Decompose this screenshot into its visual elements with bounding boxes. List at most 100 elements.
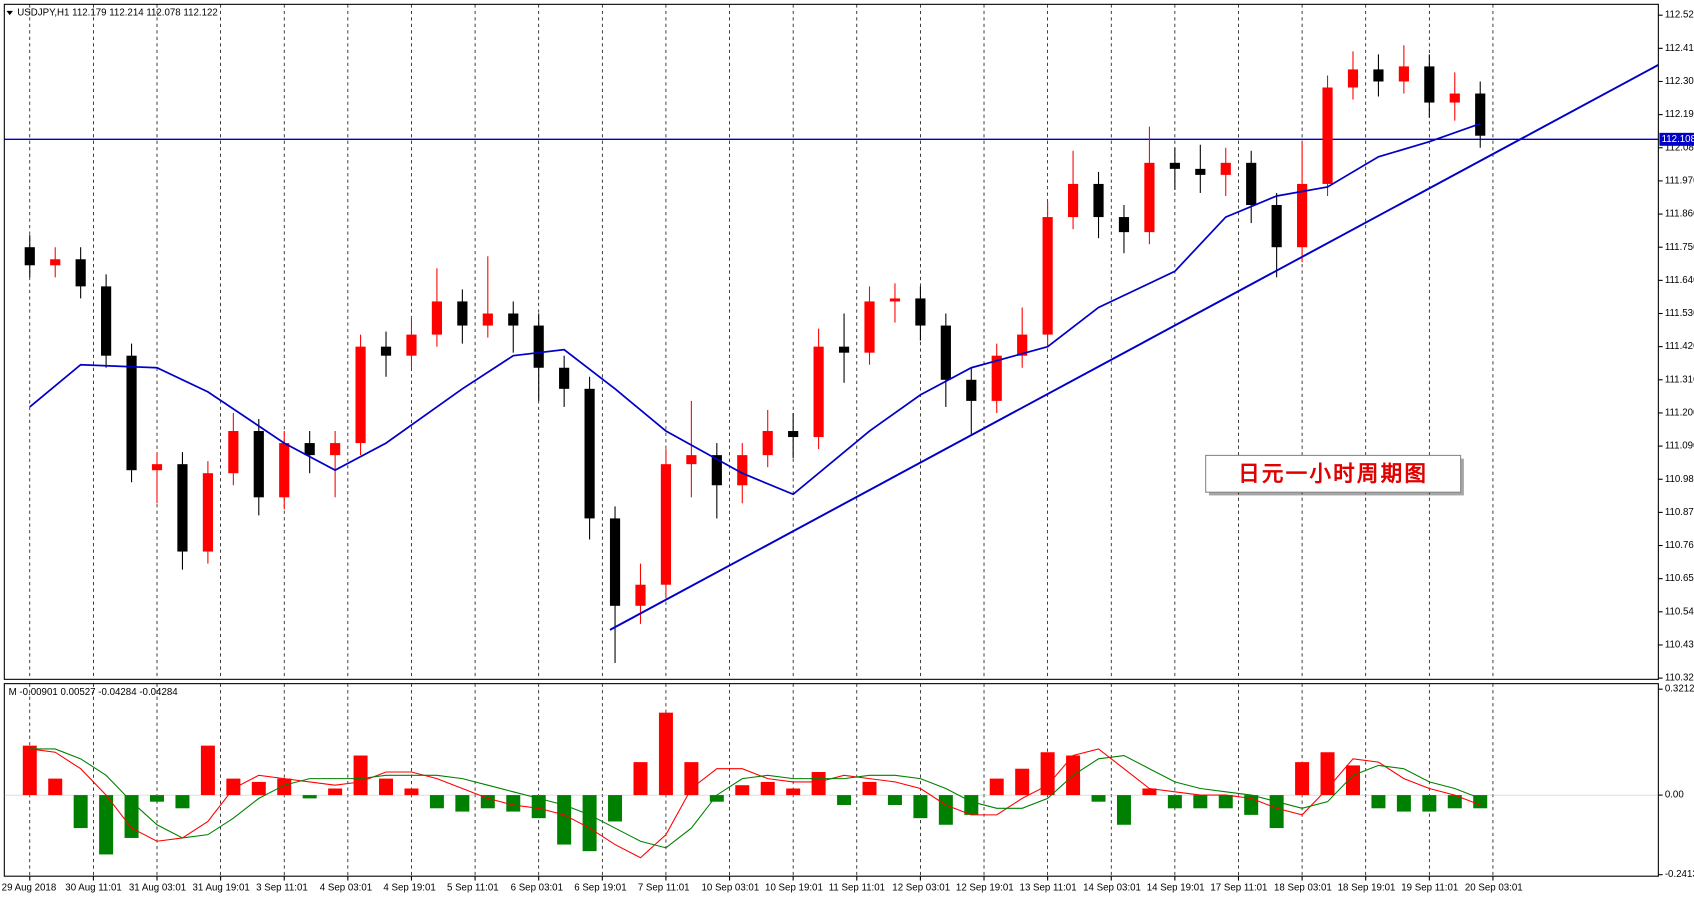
x-tick-label: 12 Sep 19:01 (956, 883, 1014, 894)
axes: 112.520 112.410 112.300 112.190 112.080 111.9… (2, 10, 1694, 894)
histogram-bar (1218, 795, 1233, 809)
histogram-bar (786, 788, 801, 796)
candle-body (1424, 66, 1435, 103)
candle-body (1017, 334, 1028, 356)
candle-body (457, 301, 468, 326)
histogram-bar (480, 795, 495, 809)
histogram-bar (557, 795, 572, 845)
x-tick-label: 18 Sep 19:01 (1338, 883, 1396, 894)
x-tick-label: 29 Aug 2018 (2, 883, 57, 894)
histogram-bar (506, 795, 521, 812)
histogram-bar (913, 795, 928, 819)
candle-body (380, 346, 392, 356)
histogram-bar (887, 795, 902, 805)
histogram-bar (1396, 795, 1411, 812)
histogram-bar (1167, 795, 1182, 809)
histogram-bar (1473, 795, 1488, 809)
x-tick-label: 17 Sep 11:01 (1210, 883, 1267, 894)
histogram-bar (251, 781, 266, 796)
y-tick-label: 111.310 (1665, 374, 1694, 385)
candle-body (355, 346, 366, 444)
y-tick-label: 110.650 (1665, 573, 1694, 584)
candle-body (991, 355, 1002, 401)
x-tick-label: 10 Sep 19:01 (765, 883, 823, 894)
candle-body (253, 431, 264, 498)
histogram-bar (633, 762, 648, 796)
candle-body (762, 431, 773, 456)
candle-body (202, 473, 213, 552)
indicator-plot (4, 683, 1659, 877)
chart-title: USDJPY,H1 112.179 112.214 112.078 112.12… (17, 8, 218, 19)
y-tick-label: 110.430 (1665, 640, 1694, 651)
candle-body (1067, 183, 1079, 218)
histogram-bar (150, 795, 164, 802)
histogram-bar (73, 795, 88, 829)
y-tick-label: 110.320 (1665, 673, 1694, 684)
candle-body (838, 346, 850, 353)
y-tick-label: 112.190 (1665, 109, 1694, 120)
x-tick-label: 10 Sep 03:01 (701, 883, 759, 894)
histogram-bar (1269, 795, 1284, 829)
y-tick-label: 111.750 (1665, 242, 1694, 253)
indicator-panel-frame (3, 683, 1659, 877)
histogram-bar (709, 795, 724, 802)
histogram-bar (379, 778, 394, 796)
candle-body (660, 464, 672, 585)
candle-body (406, 334, 417, 356)
candle-body (126, 355, 137, 471)
histogram-bar (1447, 795, 1462, 809)
candle-body (228, 431, 239, 474)
histogram-bar (862, 781, 877, 796)
main-plot (4, 4, 1659, 680)
x-tick-label: 13 Sep 11:01 (1020, 883, 1077, 894)
histogram-bar (760, 781, 775, 796)
x-tick-label: 14 Sep 19:01 (1147, 883, 1205, 894)
x-tick-label: 6 Sep 03:01 (511, 883, 563, 894)
y-tick-label: 111.970 (1665, 175, 1694, 186)
candle-body (1220, 162, 1231, 175)
candle-body (1195, 168, 1206, 175)
histogram-bar (989, 778, 1004, 796)
price-label: 112.108 (1662, 134, 1694, 145)
signal-line (29, 748, 1481, 849)
candle-body (711, 455, 722, 486)
histogram-bar (582, 795, 597, 852)
candle-body (584, 388, 595, 519)
menu-arrow[interactable] (6, 10, 13, 16)
y-tick-label: 112.410 (1665, 43, 1694, 54)
y-tick-label: 112.300 (1665, 76, 1694, 87)
histogram-bar (99, 795, 114, 855)
x-tick-label: 19 Sep 11:01 (1401, 883, 1458, 894)
x-tick-label: 31 Aug 03:01 (129, 883, 186, 894)
candle-body (50, 259, 61, 266)
x-tick-label: 14 Sep 03:01 (1083, 883, 1141, 894)
histogram-bar (48, 778, 63, 796)
candle-body (431, 301, 443, 335)
y-tick-label: 110.540 (1665, 606, 1694, 617)
histogram-bar (658, 712, 673, 796)
candle-body (279, 443, 290, 498)
candle-body (508, 313, 519, 326)
histogram-bar (1371, 795, 1386, 809)
histogram-bar (455, 795, 470, 812)
indicator-title: M -0.00901 0.00527 -0.04284 -0.04284 (9, 687, 179, 698)
candle-body (635, 584, 646, 606)
candle-body (813, 346, 824, 438)
histogram-bar (1193, 795, 1208, 809)
histogram-bar (1015, 768, 1030, 796)
x-tick-label: 11 Sep 11:01 (829, 883, 885, 894)
y-tick-label: -0.24139 (1665, 869, 1694, 880)
candle-body (915, 298, 926, 326)
histogram-bar (811, 772, 826, 796)
candle-body (533, 325, 544, 368)
candle-body (966, 379, 977, 401)
annotation-frame (1205, 454, 1462, 493)
candle-body (1246, 162, 1257, 206)
moving-average (29, 122, 1481, 496)
candle-body (1475, 93, 1486, 136)
candle-body (1093, 183, 1104, 218)
x-tick-label: 20 Sep 03:01 (1465, 883, 1523, 894)
candle-body (151, 464, 163, 471)
